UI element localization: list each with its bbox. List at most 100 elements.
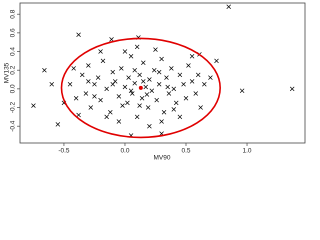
point <box>177 72 183 78</box>
point <box>92 94 97 99</box>
point <box>110 69 116 75</box>
page: MV90 MV135 -0.5 0.0 0.5 1.0 -0.4 -0.2 0.0 0.2 0.… <box>3 2 306 162</box>
point <box>165 84 170 90</box>
point <box>195 72 201 78</box>
point-stroke <box>239 88 245 93</box>
point-stroke <box>137 72 142 78</box>
point-stroke <box>183 95 189 101</box>
point-stroke <box>289 86 295 92</box>
y-tick-label: 0.8 <box>10 9 17 18</box>
point-stroke <box>154 97 159 103</box>
point <box>137 72 142 78</box>
point <box>186 63 191 68</box>
x-tick-label: -0.5 <box>58 148 70 155</box>
point <box>153 47 158 52</box>
point <box>67 81 73 87</box>
point-stroke <box>159 131 164 136</box>
point-stroke <box>86 79 91 84</box>
point <box>159 56 164 62</box>
point-stroke <box>95 75 101 80</box>
point-stroke <box>173 100 179 106</box>
y-tick-label: 0.0 <box>10 84 17 93</box>
point-stroke <box>55 122 61 127</box>
point <box>100 58 106 64</box>
point-stroke <box>166 91 172 96</box>
point <box>171 107 177 112</box>
point <box>154 97 159 103</box>
point <box>130 91 135 96</box>
point-stroke <box>110 69 116 75</box>
point-stroke <box>98 49 103 54</box>
point-stroke <box>122 84 128 90</box>
point-stroke <box>83 91 89 96</box>
point <box>125 100 130 106</box>
point <box>104 114 109 120</box>
point-stroke <box>128 53 134 59</box>
point-stroke <box>177 114 183 120</box>
point-stroke <box>92 94 97 99</box>
point-stroke <box>88 105 94 110</box>
point <box>122 49 128 54</box>
point <box>86 63 91 68</box>
point-stroke <box>134 44 140 50</box>
point <box>95 75 101 80</box>
point <box>198 105 203 110</box>
point <box>189 53 195 59</box>
point-stroke <box>134 114 140 120</box>
point <box>156 69 162 75</box>
point-stroke <box>92 81 97 87</box>
point-stroke <box>120 103 125 108</box>
point-stroke <box>147 77 152 82</box>
point-stroke <box>76 32 81 37</box>
point-stroke <box>193 91 199 96</box>
point-stroke <box>208 75 213 80</box>
point-stroke <box>226 4 231 9</box>
point-stroke <box>132 67 137 73</box>
point-stroke <box>202 81 207 87</box>
point <box>144 92 150 97</box>
point-stroke <box>161 109 167 115</box>
point <box>145 105 151 110</box>
point <box>164 75 169 80</box>
point <box>42 67 47 73</box>
point-stroke <box>110 81 116 87</box>
point-stroke <box>186 63 191 68</box>
y-tick-label: 0.4 <box>10 47 17 56</box>
point-stroke <box>169 66 174 71</box>
point-stroke <box>214 58 219 64</box>
point-stroke <box>145 105 151 110</box>
x-tick-label: 1.0 <box>243 148 252 155</box>
point <box>141 60 146 65</box>
point-stroke <box>42 67 47 73</box>
point-stroke <box>132 81 137 86</box>
point <box>134 44 140 50</box>
y-tick-label: 0.2 <box>10 65 17 74</box>
point <box>80 72 85 78</box>
x-axis-label: MV90 <box>154 155 171 162</box>
plot-frame <box>19 2 306 144</box>
point <box>239 88 245 93</box>
point <box>116 94 122 99</box>
chart: MV90 MV135 -0.5 0.0 0.5 1.0 -0.4 -0.2 0.0 0.2 0.… <box>4 2 306 162</box>
point <box>108 109 113 115</box>
point <box>149 88 155 93</box>
point-stroke <box>119 66 124 71</box>
point <box>98 49 103 54</box>
point-stroke <box>177 72 183 78</box>
point <box>119 66 124 71</box>
point <box>147 123 152 129</box>
point <box>104 86 109 92</box>
point <box>147 77 152 82</box>
point-stroke <box>189 53 195 59</box>
x-tick-label: 0.5 <box>181 148 190 155</box>
point <box>166 91 172 96</box>
point-stroke <box>98 97 103 103</box>
point-stroke <box>152 67 157 73</box>
point-stroke <box>165 84 170 90</box>
point <box>122 84 128 90</box>
point-stroke <box>71 66 76 71</box>
point <box>128 88 134 93</box>
point <box>76 112 81 118</box>
point-stroke <box>100 58 106 64</box>
point-stroke <box>171 107 177 112</box>
